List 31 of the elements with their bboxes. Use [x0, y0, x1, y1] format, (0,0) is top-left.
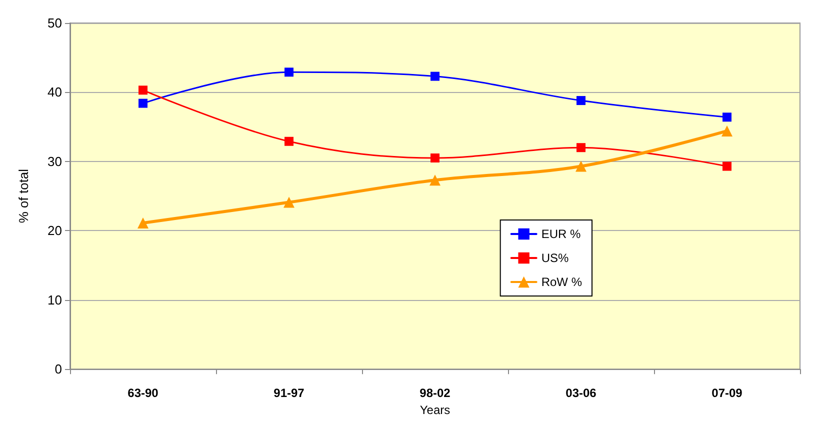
x-tick-label: 98-02	[420, 386, 451, 400]
y-tick-label: 30	[48, 154, 62, 169]
y-axis-title: % of total	[16, 168, 31, 224]
y-tick-label: 40	[48, 84, 62, 100]
x-tick-label: 91-97	[274, 386, 305, 400]
y-tick-label: 20	[48, 223, 62, 238]
legend-label: EUR %	[541, 227, 581, 241]
point	[722, 162, 732, 171]
legend-label: US%	[541, 251, 569, 265]
x-axis-title: Years	[420, 403, 450, 417]
point	[722, 125, 732, 136]
point	[284, 196, 294, 208]
point	[284, 136, 294, 146]
point	[284, 68, 294, 77]
y-tick-label: 50	[48, 16, 62, 30]
x-tick-label: 07-09	[712, 386, 743, 400]
x-tick-label: 63-90	[128, 386, 159, 400]
point	[138, 86, 148, 95]
y-tick-label: 0	[54, 362, 62, 377]
point	[138, 218, 148, 229]
point	[430, 153, 440, 162]
point	[576, 160, 586, 172]
x-tick-label: 03-06	[566, 386, 597, 400]
point	[576, 96, 586, 106]
point	[430, 72, 440, 81]
point	[138, 98, 148, 108]
point	[430, 174, 440, 186]
point	[576, 143, 586, 152]
y-tick-label: 10	[48, 292, 62, 308]
legend-label: RoW %	[541, 275, 582, 289]
point	[722, 112, 732, 122]
